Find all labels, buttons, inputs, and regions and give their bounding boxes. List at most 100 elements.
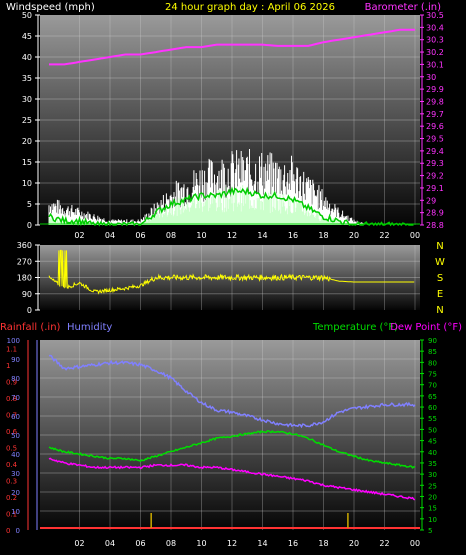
hour-tick-label: 08 [166, 539, 176, 548]
temp-tick-label: 50 [428, 426, 437, 434]
hour-tick-label: 14 [257, 231, 267, 240]
baro-tick-label: 29.3 [426, 159, 444, 168]
humidity-temp-plot-area [40, 340, 420, 530]
compass-label: S [437, 273, 443, 284]
baro-tick-label: 30.2 [426, 48, 444, 57]
temp-tick-label: 10 [428, 516, 437, 524]
compass-label: N [436, 305, 443, 316]
direction-tick-label: 270 [17, 257, 32, 266]
compass-label: N [436, 241, 443, 252]
baro-tick-label: 29.2 [426, 172, 444, 181]
baro-tick-label: 29.7 [426, 110, 444, 119]
hour-tick-label: 10 [196, 539, 206, 548]
hour-tick-label: 02 [74, 231, 84, 240]
humidity-tick-label: 70 [11, 394, 20, 402]
hour-tick-label: 20 [349, 231, 359, 240]
rain-tick-label: 0.9 [6, 378, 17, 386]
rain-tick-label: 0 [6, 527, 10, 535]
baro-tick-label: 29.5 [426, 135, 444, 144]
rain-tick-label: 0.8 [6, 395, 17, 403]
wind-baro-plot-area [40, 15, 420, 225]
hour-tick-label: 22 [379, 231, 389, 240]
wind-tick-label: 25 [22, 116, 32, 125]
humidity-tick-label: 60 [11, 413, 20, 421]
temp-tick-label: 70 [428, 382, 437, 390]
hour-tick-label: 20 [349, 539, 359, 548]
temperature-title: Temperature (°F) [312, 322, 398, 333]
hour-tick-label: 10 [196, 231, 206, 240]
temp-tick-label: 85 [428, 348, 437, 356]
baro-tick-label: 29.9 [426, 85, 444, 94]
rain-tick-label: 0.7 [6, 411, 17, 419]
rain-tick-label: 0.1 [6, 510, 17, 518]
baro-tick-label: 29.8 [426, 97, 444, 106]
hour-tick-label: 06 [135, 539, 145, 548]
wind-tick-label: 35 [22, 74, 32, 83]
dewpoint-line [48, 457, 416, 501]
panel1-ticks: 0 5 10 15 20 25 30 35 40 45 50 28.8 28.9 29 29.1 29.2 29… [22, 11, 444, 240]
humidity-tick-label: 30 [11, 470, 20, 478]
baro-tick-label: 29.6 [426, 122, 444, 131]
direction-tick-label: 360 [17, 241, 32, 250]
hour-tick-label: 00 [410, 231, 420, 240]
rain-tick-label: 0.6 [6, 428, 18, 436]
humidity-tick-label: 50 [11, 432, 20, 440]
panel3-ticks: 0 0.1 0.2 0.3 0.4 0.5 0.6 0.7 0.8 0.9 1 1.1 0 10 20 30 4… [6, 337, 437, 548]
baro-tick-label: 30.4 [426, 23, 444, 32]
hour-tick-label: 12 [227, 231, 237, 240]
hour-tick-label: 18 [318, 539, 328, 548]
temp-tick-label: 65 [428, 393, 437, 401]
hour-tick-label: 04 [105, 539, 115, 548]
hour-tick-label: 02 [74, 539, 84, 548]
humidity-line [48, 354, 416, 429]
panel3-grid [40, 340, 420, 530]
humidity-tick-label: 0 [16, 527, 20, 535]
baro-tick-label: 28.9 [426, 209, 444, 218]
humidity-tick-label: 20 [11, 489, 20, 497]
hour-tick-label: 12 [227, 539, 237, 548]
wind-tick-label: 10 [22, 179, 32, 188]
compass-label: W [435, 257, 445, 268]
wind-tick-label: 45 [22, 32, 32, 41]
hour-tick-label: 16 [288, 231, 298, 240]
rain-tick-label: 1 [6, 362, 10, 370]
baro-tick-label: 30.1 [426, 60, 444, 69]
dewpoint-title: Dew Point (°F) [390, 322, 462, 333]
temp-tick-label: 35 [428, 460, 437, 468]
humidity-tick-label: 40 [11, 451, 20, 459]
baro-tick-label: 29.4 [426, 147, 444, 156]
windspeed-title: Windspeed (mph) [6, 2, 95, 13]
baro-tick-label: 28.8 [426, 221, 444, 230]
temp-tick-label: 5 [428, 527, 432, 535]
wind-tick-label: 5 [27, 200, 32, 209]
temp-tick-label: 15 [428, 505, 437, 513]
graph-day-title: 24 hour graph day : April 06 2026 [165, 2, 335, 13]
temp-tick-label: 25 [428, 482, 437, 490]
direction-tick-label: 180 [17, 274, 32, 283]
humidity-tick-label: 80 [11, 375, 20, 383]
hour-tick-label: 04 [105, 231, 115, 240]
rain-tick-label: 1.1 [6, 345, 17, 353]
humidity-tick-label: 10 [11, 508, 20, 516]
panel3-marks [40, 354, 420, 529]
temp-tick-label: 30 [428, 471, 437, 479]
hour-tick-label: 22 [379, 539, 389, 548]
baro-tick-label: 30.5 [426, 11, 444, 20]
temp-tick-label: 40 [428, 449, 437, 457]
hour-tick-label: 08 [166, 231, 176, 240]
temp-tick-label: 60 [428, 404, 437, 412]
hour-tick-label: 06 [135, 231, 145, 240]
humidity-tick-label: 90 [11, 356, 20, 364]
wind-average-line [48, 186, 414, 227]
barometer-line [49, 28, 415, 66]
direction-tick-label: 90 [22, 290, 32, 299]
rain-tick-label: 0.2 [6, 494, 17, 502]
wind-tick-label: 15 [22, 158, 32, 167]
temp-tick-label: 80 [428, 359, 437, 367]
temp-tick-label: 55 [428, 415, 437, 423]
wind-tick-label: 30 [22, 95, 32, 104]
temp-tick-label: 20 [428, 493, 437, 501]
temp-tick-label: 45 [428, 438, 437, 446]
